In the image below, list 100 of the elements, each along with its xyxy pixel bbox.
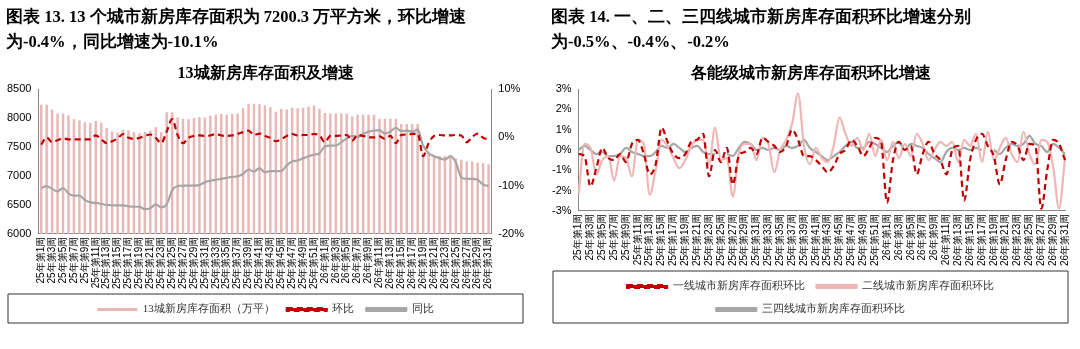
chart-title: 图表 13. 13 个城市新房库存面积为 7200.3 万平方米，环比增速为-0.4%，同比增速为-10.1% (6, 6, 468, 53)
x-tick-label: 25年第45周 (275, 236, 287, 289)
x-tick-label: 26年第1周 (880, 213, 892, 261)
x-tick-label: 25年第3周 (45, 236, 57, 284)
x-tick-label: 26年第13周 (384, 236, 396, 289)
x-tick-label: 26年第27周 (1035, 213, 1047, 266)
x-tick-label: 25年第37周 (785, 213, 797, 266)
x-tick-label: 25年第45周 (833, 213, 845, 266)
x-tick-label: 25年第11周 (89, 236, 101, 289)
legend-label: 三四线城市新房库存面积环比 (761, 302, 905, 315)
x-tick-label: 26年第29周 (1046, 213, 1058, 266)
x-tick-label: 25年第21周 (690, 213, 702, 266)
x-tick-label: 25年第19周 (679, 213, 691, 266)
x-tick-label: 26年第27周 (460, 236, 472, 289)
x-tick-label: 26年第7周 (351, 236, 363, 284)
x-tick-label: 26年第13周 (951, 213, 963, 266)
y2-tick-label: 10% (498, 82, 521, 95)
x-tick-label: 25年第5周 (56, 236, 68, 284)
x-tick-label: 26年第21周 (999, 213, 1011, 266)
legend-label: 13城新房库存面积（万平） (142, 302, 275, 315)
line-series (40, 117, 490, 158)
y-tick-label: 0% (555, 143, 572, 156)
x-tick-label: 25年第15周 (655, 213, 667, 266)
x-tick-label: 25年第13周 (643, 213, 655, 266)
x-tick-label: 25年第39周 (797, 213, 809, 266)
x-tick-label: 25年第31周 (750, 213, 762, 266)
y-tick-label: 1% (555, 122, 572, 135)
x-tick-label: 25年第23周 (702, 213, 714, 266)
x-tick-label: 25年第47周 (845, 213, 857, 266)
chart-subtitle: 13城新房库存面积及增速 (177, 62, 355, 81)
x-tick-label: 26年第3周 (892, 213, 904, 261)
x-tick-label: 26年第11周 (373, 236, 385, 289)
legend-label: 环比 (332, 302, 355, 315)
x-tick-label: 25年第33周 (209, 236, 221, 289)
y2-tick-label: -10% (498, 178, 525, 191)
x-tick-label: 26年第23周 (1011, 213, 1023, 266)
x-tick-label: 26年第31周 (1058, 213, 1070, 266)
x-tick-label: 26年第15周 (395, 236, 407, 289)
x-tick-label: 25年第9周 (78, 236, 90, 284)
y-tick-label: 3% (555, 82, 572, 95)
legend-label: 同比 (411, 302, 434, 315)
legend-label: 二线城市新房库存面积环比 (862, 279, 994, 292)
x-tick-label: 25年第25周 (714, 213, 726, 266)
y-tick-label: 2% (555, 102, 572, 115)
x-tick-label: 25年第17周 (667, 213, 679, 266)
x-tick-label: 26年第29周 (471, 236, 483, 289)
x-tick-label: 25年第43周 (264, 236, 276, 289)
x-tick-label: 25年第33周 (762, 213, 774, 266)
y-tick-label: -1% (552, 163, 572, 176)
x-tick-label: 25年第9周 (619, 213, 631, 261)
x-tick-label: 26年第3周 (329, 236, 341, 284)
y-tick-label: 8000 (6, 111, 32, 124)
x-tick-label: 25年第7周 (67, 236, 79, 284)
x-tick-label: 25年第35周 (220, 236, 232, 289)
x-tick-label: 25年第1周 (34, 236, 46, 284)
legend-label: 一线城市新房库存面积环比 (672, 279, 805, 292)
x-tick-label: 25年第49周 (296, 236, 308, 289)
x-tick-label: 25年第27周 (176, 236, 188, 289)
x-tick-label: 25年第41周 (253, 236, 265, 289)
y2-tick-label: -20% (498, 226, 525, 239)
x-tick-label: 26年第19周 (416, 236, 428, 289)
y2-tick-label: 0% (498, 130, 515, 143)
y-tick-label: 6000 (6, 226, 32, 239)
x-tick-label: 25年第23周 (154, 236, 166, 289)
x-tick-label: 26年第31周 (482, 236, 494, 289)
x-tick-label: 25年第35周 (774, 213, 786, 266)
x-tick-label: 25年第37周 (231, 236, 243, 289)
x-tick-label: 25年第17周 (122, 236, 134, 289)
chart-title: 图表 14. 一、二、三四线城市新房库存面积环比增速分别为-0.5%、-0.4%、-0.2% (551, 6, 972, 53)
x-tick-label: 25年第13周 (100, 236, 112, 289)
x-tick-label: 26年第9周 (928, 213, 940, 261)
x-tick-label: 26年第19周 (987, 213, 999, 266)
x-tick-label: 25年第25周 (165, 236, 177, 289)
line-series (577, 92, 1067, 210)
x-tick-label: 25年第39周 (242, 236, 254, 289)
x-tick-label: 26年第23周 (438, 236, 450, 289)
x-tick-label: 26年第25周 (1023, 213, 1035, 266)
y-tick-label: 8500 (6, 82, 32, 95)
x-tick-label: 25年第41周 (809, 213, 821, 266)
x-tick-label: 26年第17周 (405, 236, 417, 289)
x-tick-label: 25年第1周 (572, 213, 584, 261)
x-tick-label: 25年第15周 (111, 236, 123, 289)
x-tick-label: 26年第1周 (318, 236, 330, 284)
x-tick-label: 26年第9周 (362, 236, 374, 284)
x-tick-label: 25年第47周 (285, 236, 297, 289)
chart-subtitle: 各能级城市新房库存面积环比增速 (689, 62, 932, 81)
x-tick-label: 25年第3周 (584, 213, 596, 261)
x-tick-label: 25年第27周 (726, 213, 738, 266)
x-tick-label: 25年第51周 (868, 213, 880, 266)
x-tick-label: 25年第43周 (821, 213, 833, 266)
x-tick-label: 25年第11周 (631, 213, 643, 266)
x-tick-label: 25年第49周 (857, 213, 869, 266)
y-tick-label: 7500 (6, 140, 32, 153)
x-tick-label: 25年第19周 (133, 236, 145, 289)
x-tick-label: 25年第31周 (198, 236, 210, 289)
x-tick-label: 26年第17周 (975, 213, 987, 266)
y-tick-label: 6500 (6, 197, 32, 210)
x-tick-label: 25年第29周 (187, 236, 199, 289)
line-series (40, 126, 490, 211)
x-tick-label: 26年第11周 (940, 213, 952, 266)
